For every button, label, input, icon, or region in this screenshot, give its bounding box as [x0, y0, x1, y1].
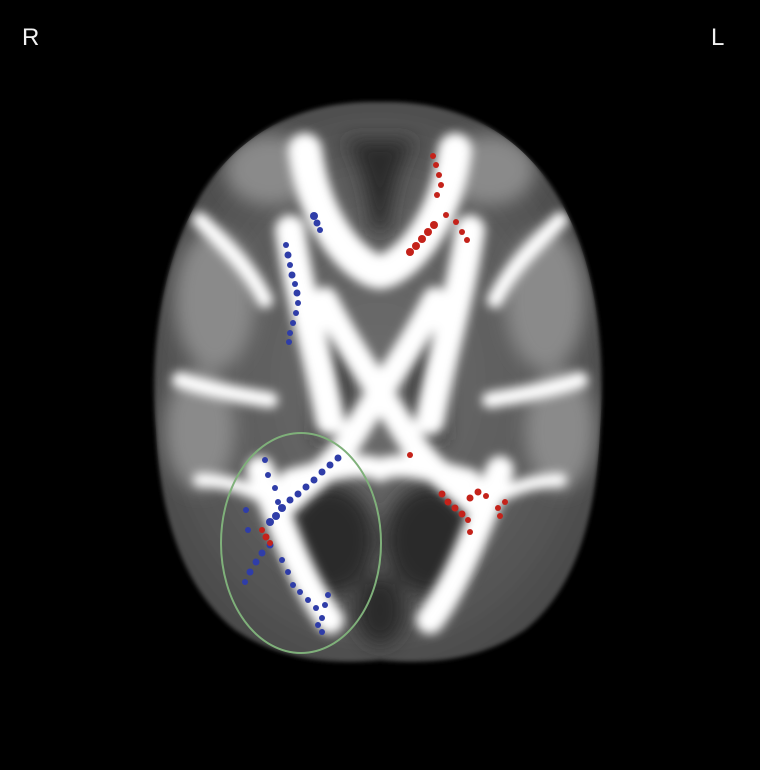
gray-matter-layer — [165, 135, 595, 490]
region-of-interest-outline — [220, 432, 382, 654]
red-cluster-overlay — [259, 153, 508, 546]
orientation-label-right: R — [22, 24, 40, 51]
orientation-label-left: L — [711, 24, 725, 51]
blue-cluster-overlay — [242, 212, 342, 635]
